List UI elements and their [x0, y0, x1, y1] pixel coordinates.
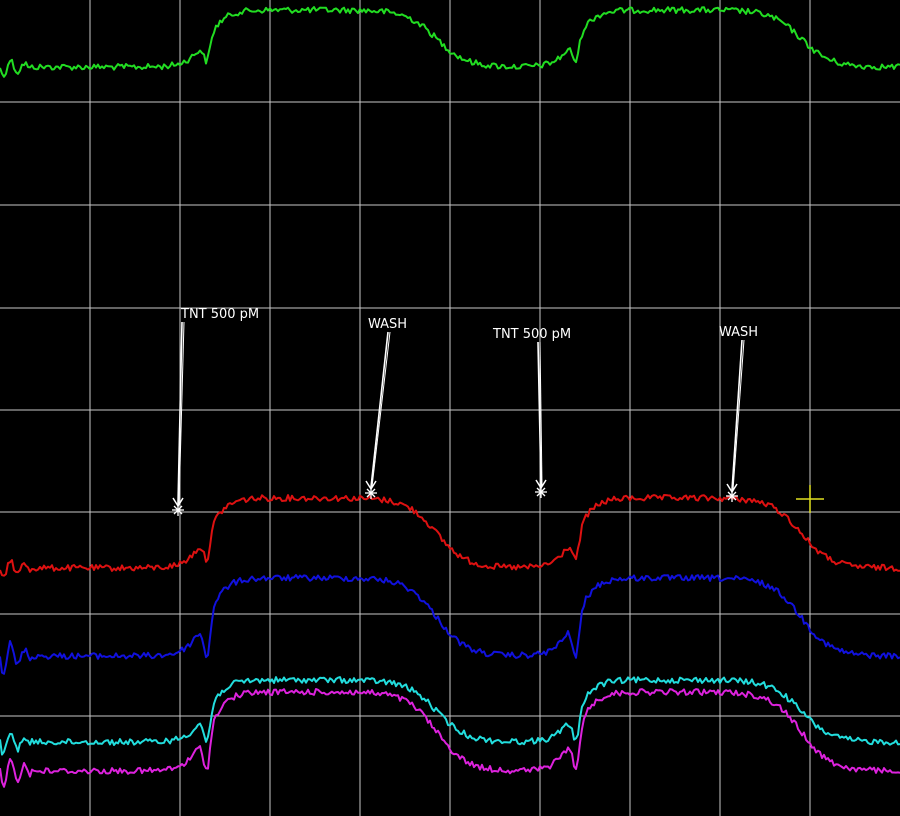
annotation-label-3: WASH: [719, 325, 758, 340]
trace-series-1: [0, 494, 900, 577]
annotations: TNT 500 pM WASH TNT 500 pM WASH: [172, 307, 758, 516]
annotation-arrow-shadow-0: [178, 321, 185, 505]
annotation-marker-stroke-0-3: [173, 505, 183, 515]
annotation-marker-stroke-2-3: [536, 487, 546, 497]
annotation-arrow-shadow-3: [732, 339, 745, 491]
annotation-label-0: TNT 500 pM: [180, 307, 259, 322]
annotation-arrow-2: [537, 341, 542, 487]
annotation-2: TNT 500 pM: [492, 327, 571, 498]
annotation-3: WASH: [719, 325, 758, 502]
annotation-0: TNT 500 pM: [172, 307, 259, 516]
annotation-arrow-3: [731, 339, 743, 491]
annotation-label-1: WASH: [368, 317, 407, 332]
annotation-arrow-shadow-2: [539, 341, 543, 487]
trace-series-0: [0, 6, 900, 78]
annotation-marker-2: [535, 486, 547, 498]
trace-series-3: [0, 676, 900, 756]
trace-series-2: [0, 574, 900, 675]
annotation-arrow-1: [370, 331, 389, 488]
annotation-label-2: TNT 500 pM: [492, 327, 571, 342]
annotation-arrow-0: [177, 321, 183, 505]
annotation-1: WASH: [365, 317, 407, 499]
annotation-marker-1: [365, 487, 377, 499]
crosshair-cursor[interactable]: [796, 485, 824, 513]
annotation-marker-3: [726, 490, 738, 502]
annotation-marker-stroke-1-3: [366, 488, 376, 498]
annotation-arrow-shadow-1: [371, 331, 391, 488]
annotation-marker-0: [172, 504, 184, 516]
traces: [0, 6, 900, 788]
trace-series-4: [0, 688, 900, 788]
annotation-marker-stroke-3-3: [727, 491, 737, 501]
